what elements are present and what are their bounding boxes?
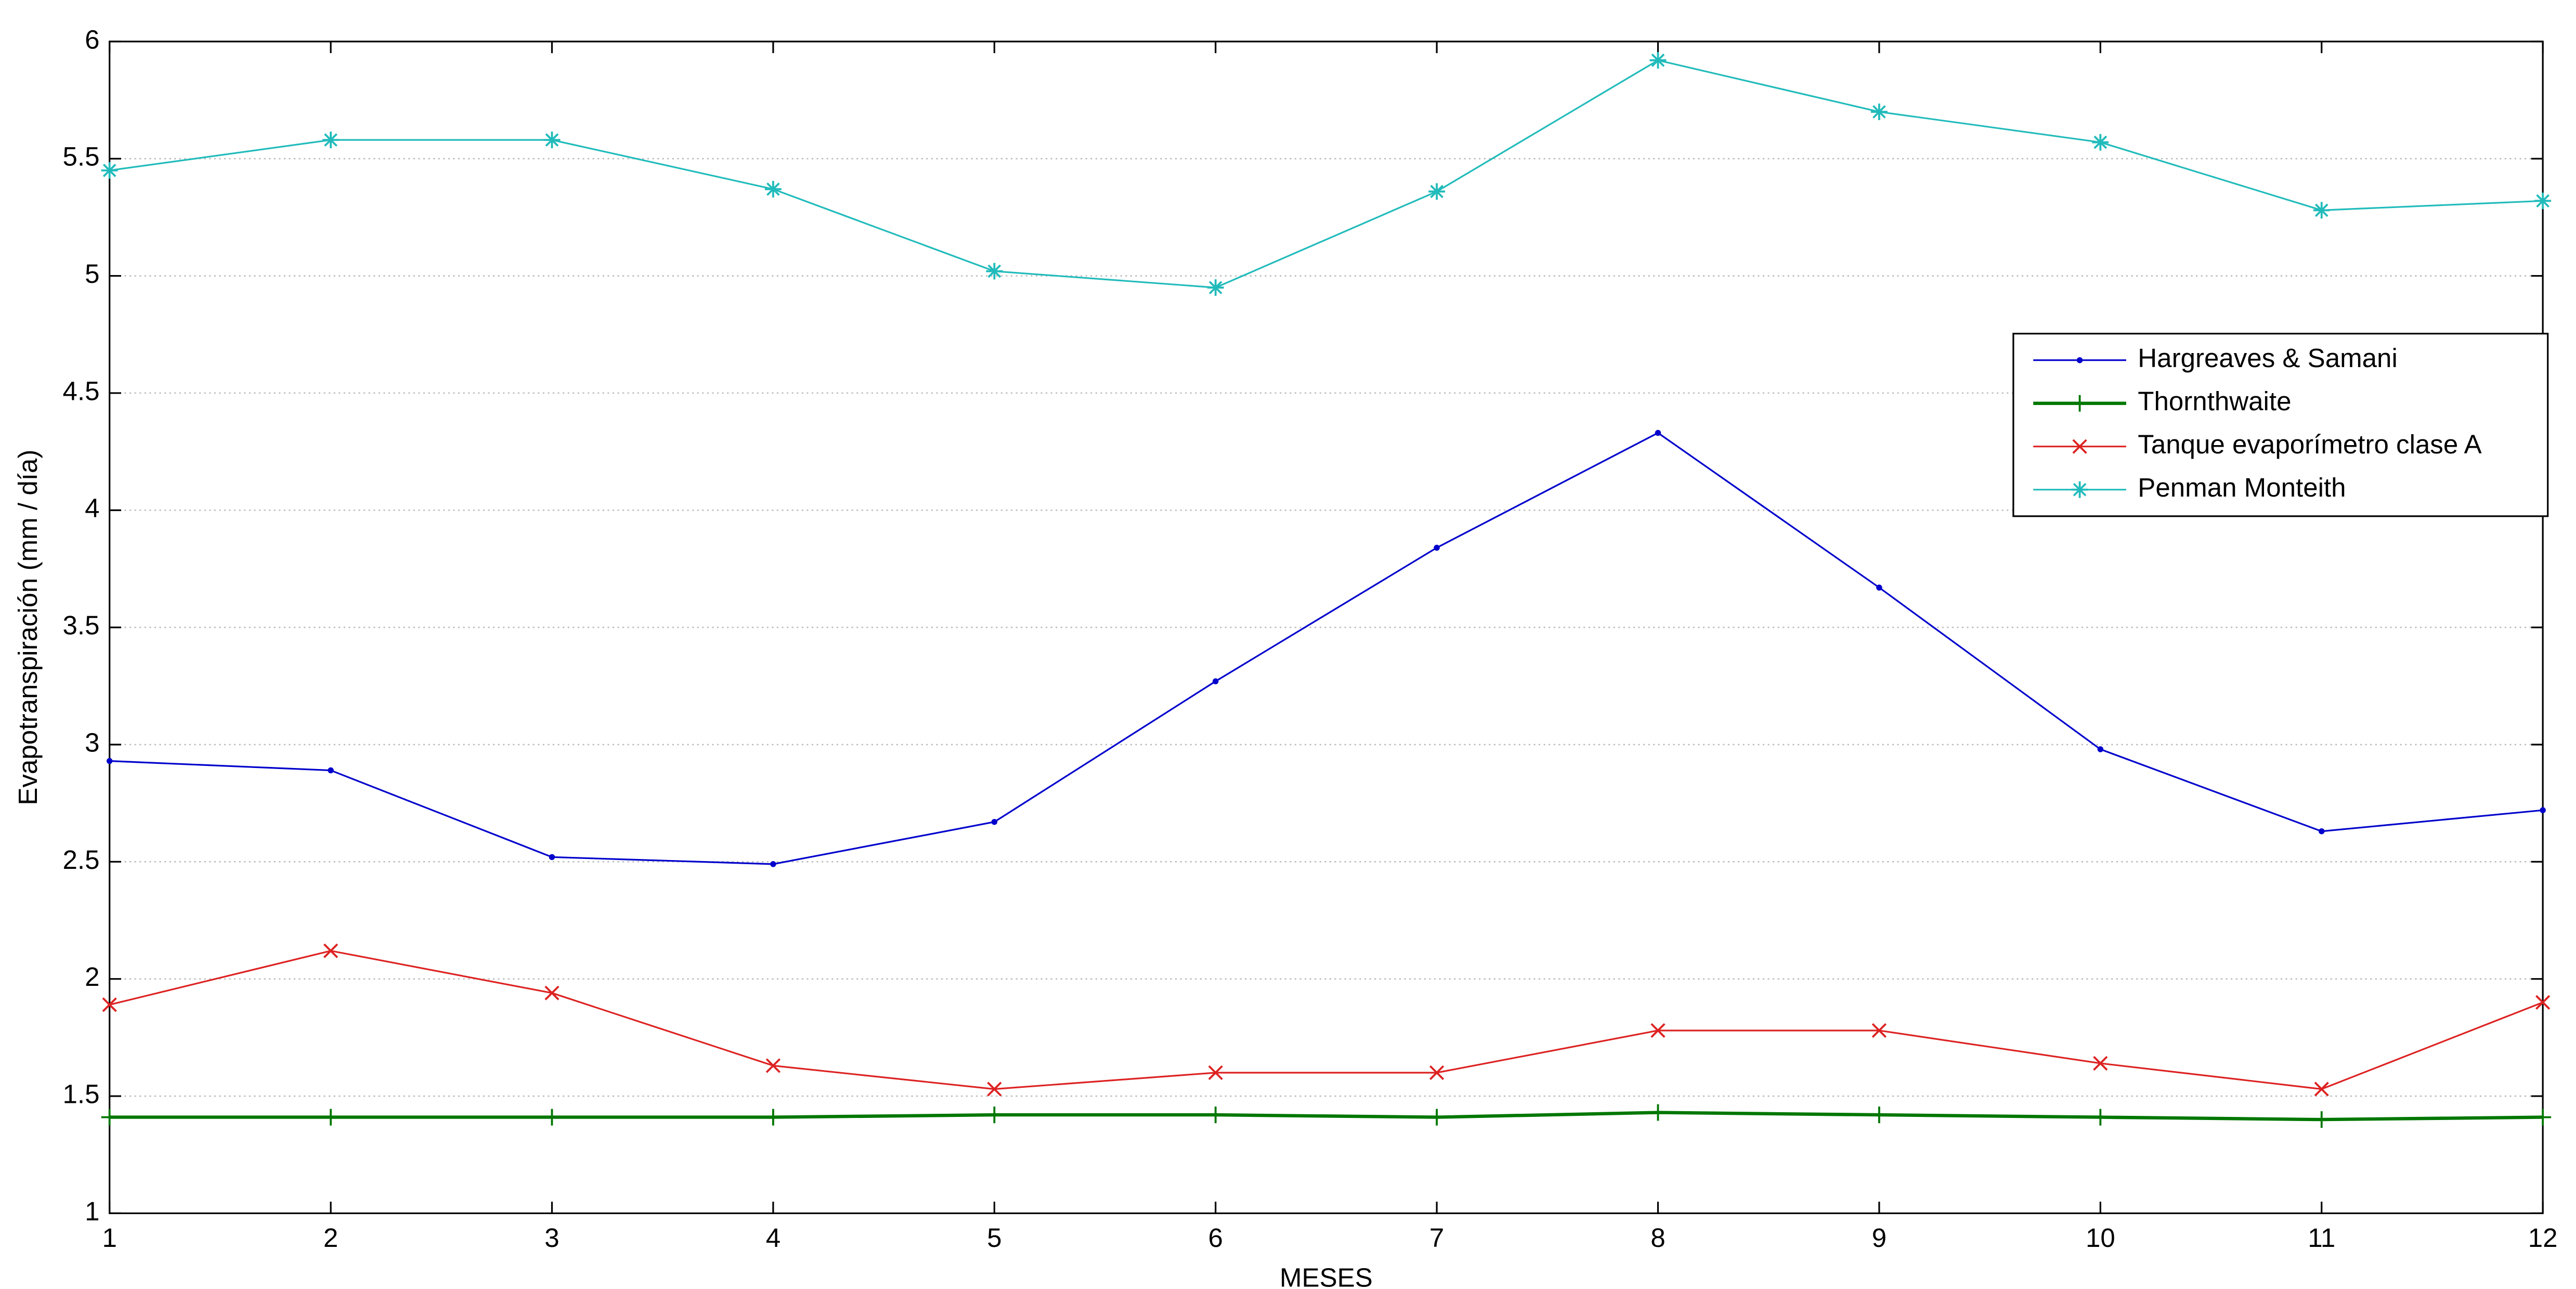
marker bbox=[2534, 1109, 2552, 1126]
marker bbox=[2093, 1056, 2108, 1071]
marker bbox=[764, 1109, 782, 1126]
x-tick-label: 9 bbox=[1872, 1223, 1887, 1253]
marker bbox=[2072, 439, 2087, 454]
marker bbox=[2314, 1082, 2329, 1097]
marker bbox=[543, 1109, 561, 1126]
marker bbox=[1207, 1106, 1224, 1124]
marker bbox=[765, 1058, 781, 1073]
x-tick-label: 10 bbox=[2086, 1223, 2115, 1253]
marker bbox=[2313, 1111, 2330, 1128]
marker bbox=[764, 180, 782, 198]
y-tick-label: 5.5 bbox=[63, 142, 100, 172]
y-tick-label: 4 bbox=[85, 493, 99, 523]
marker bbox=[323, 943, 339, 958]
legend-label: Hargreaves & Samani bbox=[2138, 343, 2398, 373]
y-tick-label: 5 bbox=[85, 259, 99, 289]
plot-frame bbox=[109, 41, 2544, 1214]
marker bbox=[1207, 279, 1224, 296]
x-tick-label: 7 bbox=[1429, 1223, 1444, 1253]
marker bbox=[1655, 429, 1661, 436]
y-tick-label: 2.5 bbox=[63, 845, 100, 875]
x-tick-label: 4 bbox=[766, 1223, 780, 1253]
marker bbox=[1428, 1109, 1446, 1126]
marker bbox=[2535, 995, 2551, 1010]
x-tick-label: 1 bbox=[102, 1223, 116, 1253]
marker bbox=[322, 1109, 340, 1126]
y-tick-label: 1 bbox=[85, 1196, 99, 1226]
y-tick-label: 4.5 bbox=[63, 376, 100, 406]
marker bbox=[102, 997, 117, 1012]
x-tick-label: 2 bbox=[323, 1223, 338, 1253]
legend-box bbox=[2012, 333, 2549, 517]
y-tick-label: 1.5 bbox=[63, 1079, 100, 1109]
marker bbox=[2319, 828, 2325, 835]
marker bbox=[549, 854, 555, 861]
x-tick-label: 12 bbox=[2528, 1223, 2558, 1253]
series-line bbox=[109, 1111, 2543, 1122]
marker bbox=[101, 162, 118, 179]
legend-label: Thornthwaite bbox=[2138, 386, 2291, 416]
x-tick-label: 5 bbox=[987, 1223, 1001, 1253]
marker bbox=[1649, 1104, 1667, 1121]
x-tick-label: 8 bbox=[1650, 1223, 1665, 1253]
marker bbox=[1212, 678, 1219, 685]
marker bbox=[322, 132, 340, 149]
y-tick-label: 2 bbox=[85, 962, 99, 992]
marker bbox=[2092, 1109, 2109, 1126]
marker bbox=[1434, 544, 1440, 551]
series-line bbox=[109, 949, 2543, 1090]
y-axis-label: Evapotranspiración (mm / día) bbox=[13, 450, 43, 805]
marker bbox=[1871, 1023, 1887, 1038]
marker bbox=[986, 263, 1003, 280]
marker bbox=[991, 818, 998, 825]
y-tick-label: 3 bbox=[85, 727, 99, 757]
x-axis-label: MESES bbox=[1280, 1263, 1373, 1289]
marker bbox=[1870, 103, 1888, 121]
x-tick-label: 3 bbox=[544, 1223, 559, 1253]
x-tick-label: 6 bbox=[1208, 1223, 1223, 1253]
marker bbox=[2092, 134, 2109, 151]
marker bbox=[101, 1109, 118, 1126]
marker bbox=[543, 132, 561, 149]
x-tick-label: 11 bbox=[2308, 1223, 2335, 1253]
marker bbox=[106, 758, 113, 764]
marker bbox=[544, 985, 560, 1000]
legend-label: Penman Monteith bbox=[2138, 473, 2346, 502]
marker bbox=[987, 1082, 1002, 1097]
marker bbox=[770, 861, 776, 867]
marker bbox=[986, 1106, 1003, 1124]
marker bbox=[2313, 202, 2330, 219]
legend-label: Tanque evaporímetro clase A bbox=[2138, 429, 2481, 459]
marker bbox=[1870, 1106, 1888, 1124]
marker bbox=[2071, 481, 2088, 498]
series-line bbox=[109, 59, 2543, 289]
marker bbox=[1429, 1065, 1445, 1080]
marker bbox=[2076, 357, 2083, 363]
marker bbox=[328, 767, 334, 774]
marker bbox=[2071, 395, 2088, 412]
marker bbox=[2097, 746, 2104, 752]
marker bbox=[1649, 51, 1667, 69]
marker bbox=[1650, 1023, 1666, 1038]
marker bbox=[2534, 192, 2552, 210]
y-tick-label: 6 bbox=[85, 24, 99, 54]
marker bbox=[1208, 1065, 1223, 1080]
series-line bbox=[109, 432, 2543, 865]
y-tick-label: 3.5 bbox=[63, 610, 100, 640]
marker bbox=[1428, 183, 1446, 200]
marker bbox=[2540, 807, 2546, 813]
marker bbox=[1876, 584, 1882, 591]
